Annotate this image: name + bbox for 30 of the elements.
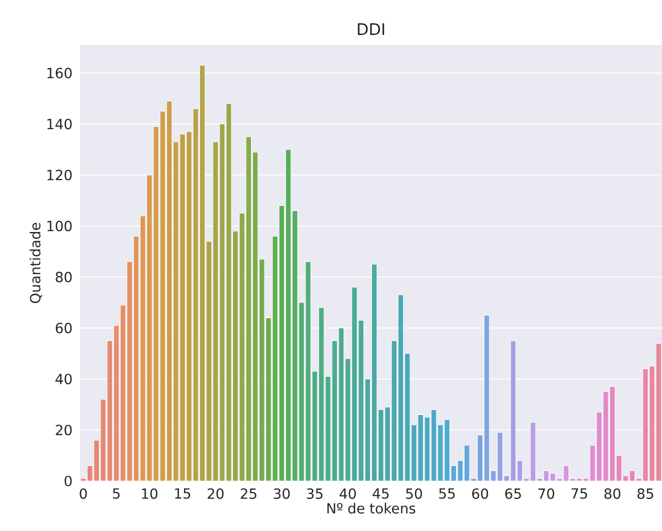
x-tick-label: 35 <box>306 488 322 499</box>
y-tick-label: 0 <box>64 476 72 486</box>
x-tick-label: 80 <box>604 488 620 499</box>
x-tick-label: 45 <box>372 488 389 499</box>
x-tick-label: 55 <box>439 488 455 499</box>
y-tick-label: 140 <box>47 118 72 130</box>
y-tick-label: 160 <box>47 68 72 78</box>
x-tick-label: 25 <box>240 488 256 499</box>
x-tick-label: 50 <box>406 488 422 499</box>
y-axis-title: Quantidade <box>30 222 42 304</box>
y-tick-label: 100 <box>47 220 72 232</box>
x-tick-label: 30 <box>274 488 290 499</box>
y-tick-label: 120 <box>47 170 72 180</box>
chart-title: DDI <box>358 23 384 35</box>
y-tick-label: 20 <box>56 424 72 436</box>
y-tick-label: 60 <box>56 322 72 334</box>
x-axis-title: Nº de tokens <box>327 502 416 514</box>
x-tick-label: 20 <box>208 488 224 499</box>
x-tick-label: 65 <box>505 488 521 499</box>
x-tick-label: 5 <box>113 488 120 499</box>
x-tick-label: 40 <box>340 488 356 499</box>
x-tick-label: 70 <box>538 488 554 499</box>
y-tick-label: 40 <box>56 374 72 384</box>
x-tick-label: 60 <box>472 488 488 499</box>
y-tick-label: 80 <box>56 272 72 282</box>
x-tick-label: 0 <box>80 488 87 499</box>
x-tick-label: 85 <box>637 488 654 499</box>
x-tick-label: 15 <box>175 488 190 499</box>
x-tick-label: 10 <box>142 488 158 499</box>
x-tick-label: 75 <box>572 488 587 499</box>
